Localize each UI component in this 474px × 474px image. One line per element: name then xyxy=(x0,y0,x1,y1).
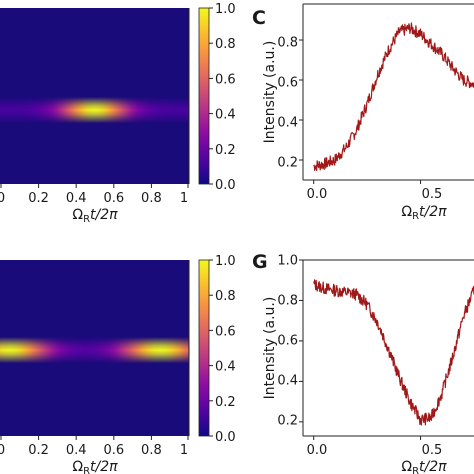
heatmap-x-ticks xyxy=(0,184,189,188)
heatmap-panel-top: 0 0.2 0.4 0.6 0.8 1 ΩRt/2π 0.0 0.2 0.4 0… xyxy=(0,2,236,225)
x-tick-label: 0.2 xyxy=(28,443,49,458)
heatmap-x-tick-labels: 0 0.2 0.4 0.6 0.8 1 xyxy=(0,191,188,206)
colorbar-ticks xyxy=(209,7,213,185)
x-tick-label: 0.8 xyxy=(141,443,162,458)
panel-label-g: G xyxy=(252,251,268,273)
heatmap-x-axis-label: ΩRt/2π xyxy=(72,207,118,225)
y-tick-label: 0.6 xyxy=(277,334,298,349)
colorbar-tick-label: 0.8 xyxy=(215,289,236,304)
line-panel-g: G 0.2 0.4 0.6 0.8 1.0 0.0 0.5 Intensity … xyxy=(252,251,474,474)
colorbar-tick-label: 0.2 xyxy=(215,395,236,410)
x-tick-label: 0.6 xyxy=(103,443,124,458)
y-tick-label: 0.8 xyxy=(277,36,298,51)
x-tick-label: 0.5 xyxy=(422,187,443,202)
y-tick-label: 1.0 xyxy=(277,254,298,269)
y-tick-label: 0.2 xyxy=(277,156,298,171)
colorbar-ticks xyxy=(209,259,213,437)
x-tick-label: 0.2 xyxy=(28,191,49,206)
x-tick-label: 0.5 xyxy=(422,443,443,458)
x-tick-label: 0.0 xyxy=(307,187,328,202)
panel-label-c: C xyxy=(252,7,266,29)
y-axis-label: Intensity (a.u.) xyxy=(262,297,278,400)
colorbar-tick-label: 0.8 xyxy=(215,37,236,52)
heatmap-band xyxy=(0,260,189,436)
colorbar: 0.0 0.2 0.4 0.6 0.8 1.0 xyxy=(198,254,236,445)
axis-ticks xyxy=(299,259,422,440)
x-tick-label: 0.0 xyxy=(307,443,328,458)
heatmap-band xyxy=(0,8,189,184)
x-axis-label: ΩRt/2π xyxy=(401,459,447,474)
colorbar-tick-label: 0.6 xyxy=(215,72,236,87)
y-tick-label: 0.6 xyxy=(277,76,298,91)
x-tick-label: 0.4 xyxy=(66,191,87,206)
colorbar-tick-label: 0.6 xyxy=(215,324,236,339)
colorbar: 0.0 0.2 0.4 0.6 0.8 1.0 xyxy=(198,2,236,193)
x-axis-label: ΩRt/2π xyxy=(401,204,447,222)
heatmap-x-tick-labels: 0 0.2 0.4 0.6 0.8 1 xyxy=(0,443,188,458)
colorbar-tick-label: 0.4 xyxy=(215,360,236,375)
x-tick-label: 1 xyxy=(180,191,188,206)
x-tick-label: 1 xyxy=(180,443,188,458)
colorbar-tick-label: 0.2 xyxy=(215,143,236,158)
heatmap-x-axis-label: ΩRt/2π xyxy=(72,459,118,474)
x-tick-label: 0 xyxy=(0,191,5,206)
y-tick-label: 0.4 xyxy=(277,116,298,131)
colorbar-tick-label: 0.0 xyxy=(215,178,236,193)
heatmap-panel-bottom: 0 0.2 0.4 0.6 0.8 1 ΩRt/2π 0.0 0.2 0.4 0… xyxy=(0,254,236,474)
intensity-line-c xyxy=(313,22,474,172)
colorbar-tick-label: 1.0 xyxy=(215,2,236,17)
y-tick-label: 0.4 xyxy=(277,374,298,389)
line-panel-c: C 0.2 0.4 0.6 0.8 0.0 0.5 Intensity (a.u… xyxy=(252,3,474,222)
colorbar-gradient xyxy=(198,259,210,437)
colorbar-gradient xyxy=(198,7,210,185)
x-tick-label: 0.6 xyxy=(103,191,124,206)
intensity-line-g xyxy=(313,279,474,426)
colorbar-tick-label: 0.4 xyxy=(215,108,236,123)
axis-ticks xyxy=(299,39,422,184)
colorbar-tick-label: 1.0 xyxy=(215,254,236,269)
y-axis-label: Intensity (a.u.) xyxy=(262,41,278,144)
y-tick-label: 0.8 xyxy=(277,294,298,309)
x-tick-label: 0.4 xyxy=(66,443,87,458)
x-tick-label: 0.8 xyxy=(141,191,162,206)
heatmap-x-ticks xyxy=(0,436,189,440)
colorbar-tick-label: 0.0 xyxy=(215,430,236,445)
x-tick-label: 0 xyxy=(0,443,5,458)
y-tick-label: 0.2 xyxy=(277,414,298,429)
